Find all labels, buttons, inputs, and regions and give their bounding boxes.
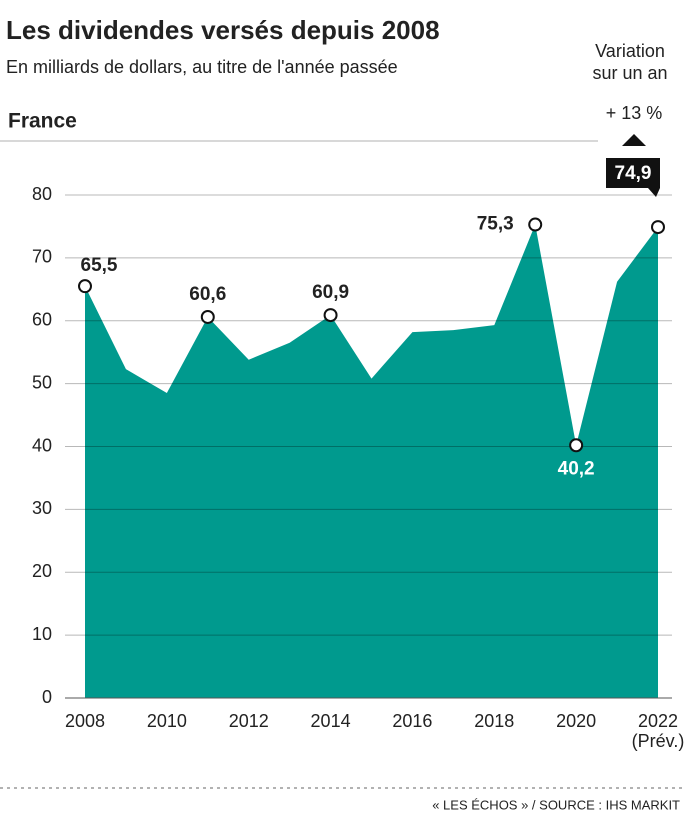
y-tick-label: 40	[32, 435, 52, 455]
value-label: 65,5	[81, 255, 118, 276]
variation-value: + 13 %	[606, 103, 663, 123]
up-arrow	[622, 134, 646, 146]
area	[85, 224, 658, 698]
value-label: 74,9	[615, 163, 652, 184]
x-tick-label: 2016	[392, 711, 432, 731]
x-tick-label: 2014	[311, 711, 351, 731]
x-tick-label: 2018	[474, 711, 514, 731]
x-tick-label: 2022	[638, 711, 678, 731]
point-marker	[528, 217, 543, 232]
variation-title: sur un an	[592, 63, 667, 83]
variation-title: Variation	[595, 41, 665, 61]
y-tick-label: 10	[32, 624, 52, 644]
y-tick-label: 30	[32, 498, 52, 518]
source: « LES ÉCHOS » / SOURCE : IHS MARKIT	[432, 797, 680, 812]
point-marker	[569, 438, 584, 453]
y-tick-label: 0	[42, 687, 52, 707]
label-box	[606, 158, 660, 197]
x-tick-label: 2010	[147, 711, 187, 731]
point-marker	[78, 279, 92, 294]
x-tick-label: 2012	[229, 711, 269, 731]
x-tick-label: 2020	[556, 711, 596, 731]
x-tick-label: 2008	[65, 711, 105, 731]
x-note: (Prév.)	[632, 731, 684, 751]
chart-subtitle: En milliards de dollars, au titre de l'a…	[6, 57, 398, 77]
y-tick-label: 20	[32, 561, 52, 581]
value-label: 60,6	[189, 284, 226, 305]
y-tick-label: 70	[32, 247, 52, 267]
point-marker	[651, 220, 665, 235]
y-tick-label: 80	[32, 184, 52, 204]
point-marker	[323, 308, 338, 323]
chart-title: Les dividendes versés depuis 2008	[6, 15, 440, 45]
panel-label: France	[8, 110, 77, 133]
point-marker	[200, 309, 215, 324]
y-tick-label: 50	[32, 372, 52, 392]
y-tick-label: 60	[32, 310, 52, 330]
value-label: 75,3	[477, 214, 514, 235]
value-label: 40,2	[558, 458, 595, 479]
value-label: 60,9	[312, 282, 349, 303]
